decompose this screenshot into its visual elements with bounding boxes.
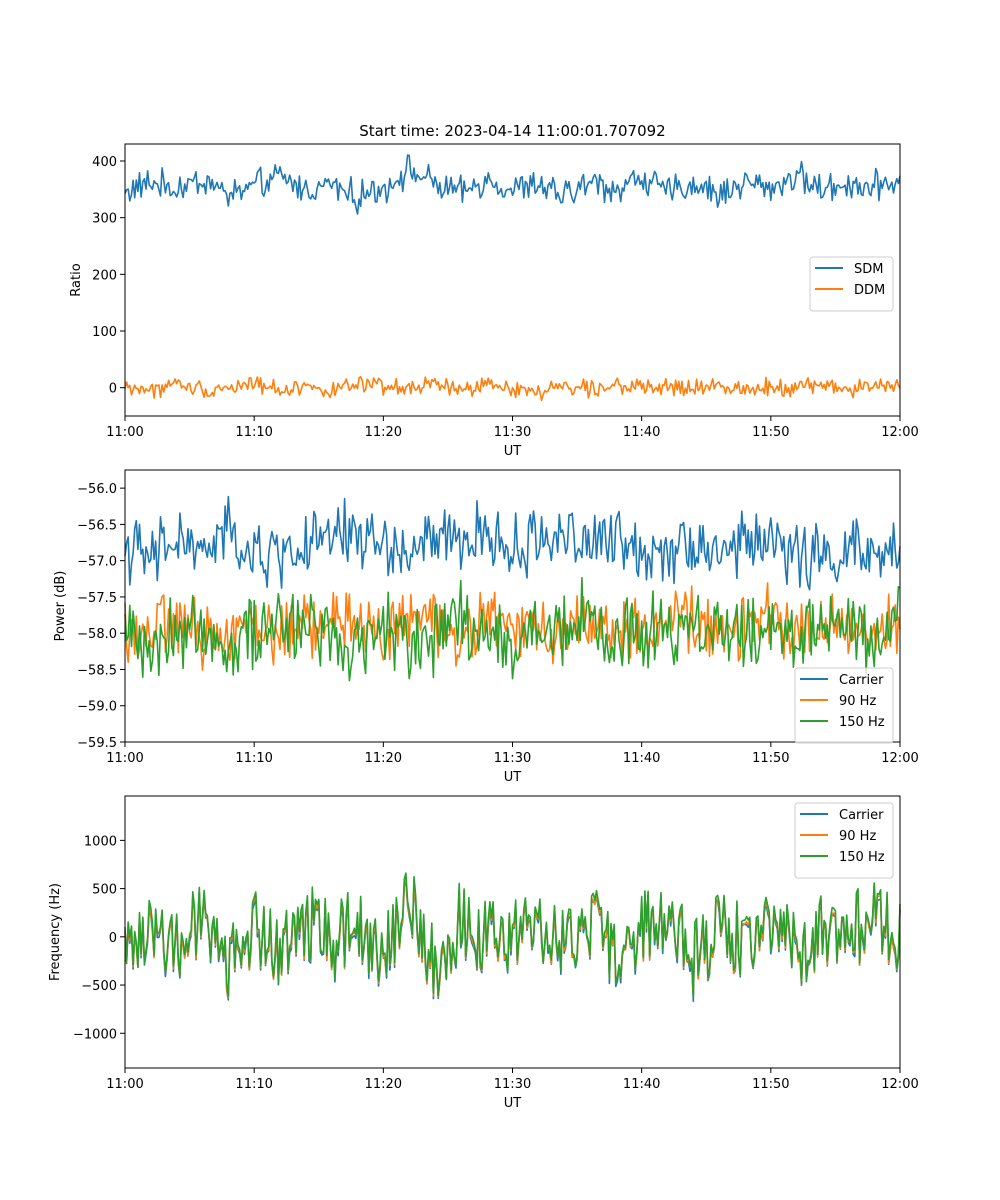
x-tick-label: 11:30 <box>494 751 531 766</box>
x-tick-label: 12:00 <box>881 425 918 440</box>
x-tick-label: 11:10 <box>235 751 272 766</box>
x-tick-label: 11:50 <box>752 425 789 440</box>
y-tick-label: −59.0 <box>77 700 117 715</box>
axes-frequency: 11:00 11:10 11:20 11:30 11:40 11:50 12:00 UT −10… <box>48 795 919 1111</box>
y-tick-label: 1000 <box>84 834 117 849</box>
y-tick-label: −57.5 <box>77 591 117 606</box>
legend-label: 150 Hz <box>839 850 885 865</box>
y-tick-label: 400 <box>92 155 117 170</box>
x-tick-label: 11:30 <box>494 425 531 440</box>
x-axis-label: UT <box>504 770 522 785</box>
y-tick-label: −57.0 <box>77 555 117 570</box>
y-tick-label: 100 <box>92 325 117 340</box>
figure-title: Start time: 2023-04-14 11:00:01.707092 <box>359 122 665 140</box>
series-line-sdm <box>124 154 901 215</box>
x-tick-label: 11:40 <box>623 1077 660 1092</box>
legend-box <box>794 802 894 879</box>
y-tick-label: −500 <box>81 979 117 994</box>
y-tick-label: −56.5 <box>77 518 117 533</box>
plot-frame <box>124 469 901 743</box>
x-tick-label: 11:00 <box>106 751 143 766</box>
x-tick-label: 11:30 <box>494 1077 531 1092</box>
x-tick-label: 11:00 <box>106 425 143 440</box>
legend-box <box>809 256 894 312</box>
x-axis-label: UT <box>504 444 522 459</box>
series-line-carrier <box>124 880 901 1003</box>
x-tick-label: 11:20 <box>365 1077 402 1092</box>
series-line-ddm <box>124 375 901 402</box>
series-line-90-hz <box>124 877 901 999</box>
y-tick-label: −59.5 <box>77 736 117 751</box>
y-axis-label: Frequency (Hz) <box>48 883 63 981</box>
y-tick-label: 300 <box>92 212 117 227</box>
y-tick-label: −56.0 <box>77 482 117 497</box>
legend-label: SDM <box>854 262 883 277</box>
x-axis-label: UT <box>504 1096 522 1111</box>
legend: Carrier 90 Hz 150 Hz <box>794 802 894 879</box>
y-tick-label: 0 <box>109 382 117 397</box>
x-tick-label: 11:20 <box>365 425 402 440</box>
x-tick-label: 12:00 <box>881 751 918 766</box>
x-tick-label: 12:00 <box>881 1077 918 1092</box>
x-tick-label: 11:40 <box>623 425 660 440</box>
legend-label: Carrier <box>839 673 884 688</box>
x-tick-label: 11:50 <box>752 1077 789 1092</box>
x-tick-label: 11:50 <box>752 751 789 766</box>
y-tick-label: −58.5 <box>77 663 117 678</box>
legend: Carrier 90 Hz 150 Hz <box>794 667 894 744</box>
legend-box <box>794 667 894 744</box>
x-tick-label: 11:20 <box>365 751 402 766</box>
legend-label: Carrier <box>839 808 884 823</box>
x-tick-label: 11:00 <box>106 1077 143 1092</box>
y-axis-label: Ratio <box>69 263 84 296</box>
y-tick-label: 500 <box>92 883 117 898</box>
x-tick-label: 11:10 <box>235 425 272 440</box>
series-line-150-hz <box>124 576 901 682</box>
legend: SDM DDM <box>809 256 894 312</box>
y-tick-label: 200 <box>92 268 117 283</box>
legend-label: DDM <box>854 283 885 298</box>
x-tick-label: 11:40 <box>623 751 660 766</box>
x-tick-label: 11:10 <box>235 1077 272 1092</box>
legend-label: 150 Hz <box>839 715 885 730</box>
y-tick-label: 0 <box>109 931 117 946</box>
y-axis-label: Power (dB) <box>53 571 68 642</box>
axes-power: 11:00 11:10 11:20 11:30 11:40 11:50 12:00 UT −56… <box>53 469 919 785</box>
legend-label: 90 Hz <box>839 694 876 709</box>
series-line-carrier <box>124 495 901 591</box>
y-tick-label: −58.0 <box>77 627 117 642</box>
axes-ratio: 11:00 11:10 11:20 11:30 11:40 11:50 12:00 UT 0 10… <box>69 143 919 459</box>
series-line-150-hz <box>124 872 901 998</box>
axes-container: 11:00 11:10 11:20 11:30 11:40 11:50 12:00 UT 0 10… <box>48 143 919 1111</box>
y-tick-label: −1000 <box>73 1027 117 1042</box>
legend-label: 90 Hz <box>839 829 876 844</box>
